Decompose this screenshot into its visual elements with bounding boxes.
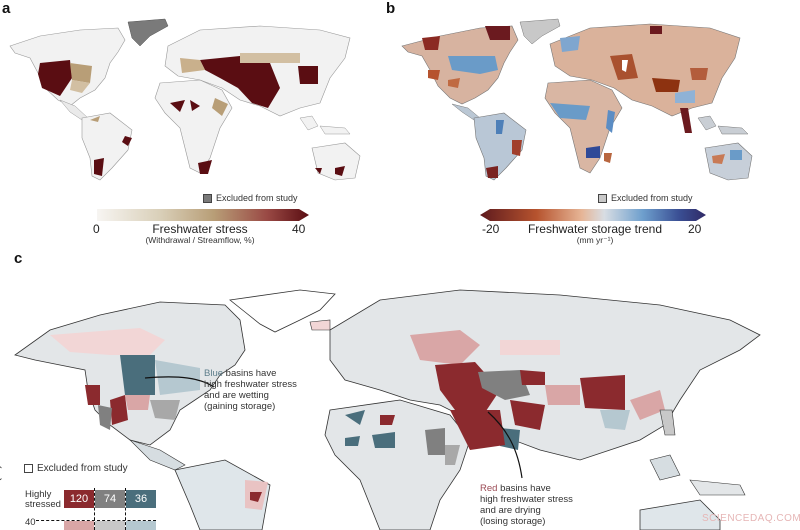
annotation-red-line-4: (losing storage): [480, 516, 546, 527]
annotation-red-line-1: basins have: [497, 483, 551, 494]
excluded-swatch-a: [203, 193, 212, 203]
matrix-cell-low-drying: [64, 521, 94, 530]
colorbar-a: [97, 208, 309, 221]
freshwater-storage-trend-map: [401, 18, 753, 181]
legend-excluded-c: Excluded from study: [24, 463, 128, 474]
annotation-red-highlight: Red: [480, 483, 498, 494]
legend-excluded-b: Excluded from study: [598, 193, 693, 203]
matrix-cell-low-wetting: [126, 521, 156, 530]
annotation-blue-line-4: (gaining storage): [204, 401, 276, 412]
matrix-threshold-line: [36, 520, 156, 521]
colorbar-a-max: 40: [292, 222, 306, 236]
colorbar-a-title: Freshwater stress: [152, 222, 248, 236]
matrix-row-label: Highly stressed: [25, 489, 61, 510]
annotation-blue-highlight: Blue: [204, 368, 224, 379]
bivariate-legend-matrix: Stress (%) Highly stressed 40 120 74 36: [0, 465, 170, 530]
freshwater-stress-map: [9, 18, 361, 181]
matrix-threshold-label: 40: [25, 517, 36, 528]
matrix-cell-drying: 120: [64, 490, 94, 508]
matrix-divider-2: [125, 488, 126, 530]
annotation-blue-line-2: high freshwater stress: [204, 379, 297, 390]
legend-excluded-a: Excluded from study: [203, 193, 298, 203]
annotation-blue-line-3: and are wetting: [204, 390, 269, 401]
matrix-cell-wetting: 36: [126, 490, 156, 508]
annotation-red-line-3: and are drying: [480, 505, 541, 516]
panel-label-b: b: [386, 0, 396, 17]
annotation-blue-line-1: basins have: [223, 368, 277, 379]
panel-label-c: c: [14, 250, 23, 267]
colorbar-b-min: -20: [482, 222, 500, 236]
matrix-y-axis-label: Stress (%): [0, 464, 2, 516]
colorbar-b-subtitle: (mm yr⁻¹): [576, 235, 614, 245]
matrix-cell-neutral: 74: [95, 490, 125, 508]
matrix-cell-low-neutral: [95, 521, 125, 530]
excluded-swatch-b: [598, 193, 607, 203]
legend-excluded-label-c: Excluded from study: [37, 463, 128, 474]
colorbar-a-subtitle: (Withdrawal / Streamflow, %): [145, 235, 255, 245]
legend-excluded-label-a: Excluded from study: [216, 193, 298, 203]
matrix-cell-neutral-value: 74: [103, 493, 117, 505]
colorbar-b: [480, 208, 706, 221]
watermark: SCIENCEDAQ.COM: [702, 513, 800, 524]
matrix-divider-1: [94, 488, 95, 530]
colorbar-b-max: 20: [688, 222, 702, 236]
legend-excluded-label-b: Excluded from study: [611, 193, 693, 203]
excluded-swatch-c: [24, 464, 33, 473]
annotation-blue-basins: Blue basins have high freshwater stress …: [204, 368, 297, 412]
panel-label-a: a: [2, 0, 11, 17]
annotation-red-basins: Red basins have high freshwater stress a…: [480, 483, 573, 527]
matrix-cell-wetting-value: 36: [134, 493, 148, 505]
colorbar-b-title: Freshwater storage trend: [527, 222, 663, 236]
colorbar-a-min: 0: [93, 222, 100, 236]
matrix-cell-drying-value: 120: [69, 493, 89, 505]
annotation-red-line-2: high freshwater stress: [480, 494, 573, 505]
stress-storage-bivariate-map: [14, 289, 761, 530]
